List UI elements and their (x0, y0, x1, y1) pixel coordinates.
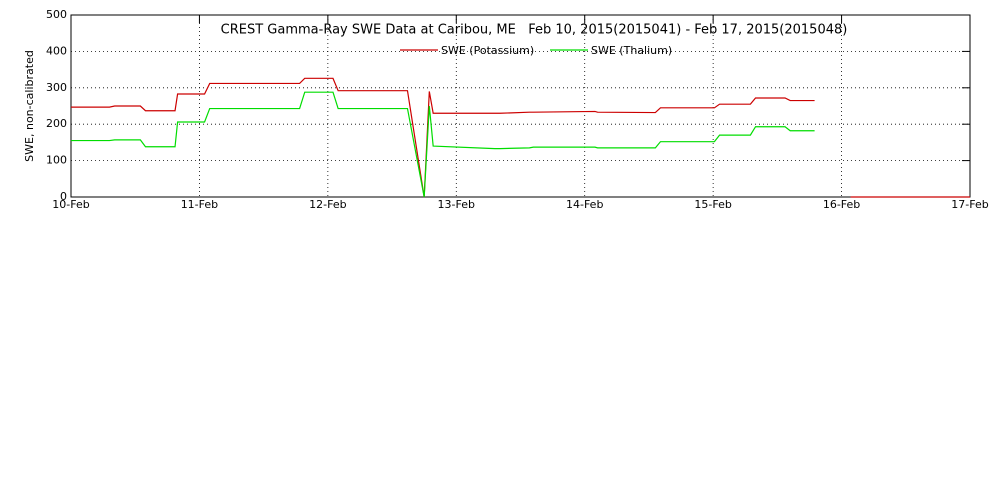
x-tick-label: 13-Feb (438, 198, 475, 211)
y-tick-label: 400 (46, 44, 67, 57)
y-tick-label: 500 (46, 8, 67, 21)
x-tick-label: 16-Feb (823, 198, 860, 211)
legend-label: SWE (Potassium) (441, 44, 534, 57)
x-tick-label: 14-Feb (566, 198, 603, 211)
data-line (71, 91, 815, 198)
y-tick-label: 300 (46, 81, 67, 94)
y-tick-label: 100 (46, 154, 67, 167)
x-tick-label: 11-Feb (181, 198, 218, 211)
x-tick-label: 12-Feb (309, 198, 346, 211)
x-tick-label: 17-Feb (951, 198, 988, 211)
data-line (71, 77, 970, 198)
chart-title: CREST Gamma-Ray SWE Data at Caribou, ME … (221, 23, 848, 38)
y-axis-label: SWE, non-calibrated (23, 50, 36, 162)
legend-label: SWE (Thalium) (591, 44, 672, 57)
x-tick-label: 15-Feb (694, 198, 731, 211)
y-tick-label: 200 (46, 117, 67, 130)
plot-frame (70, 14, 971, 198)
x-tick-label: 10-Feb (52, 198, 89, 211)
y-tick-label: 0 (60, 190, 67, 203)
